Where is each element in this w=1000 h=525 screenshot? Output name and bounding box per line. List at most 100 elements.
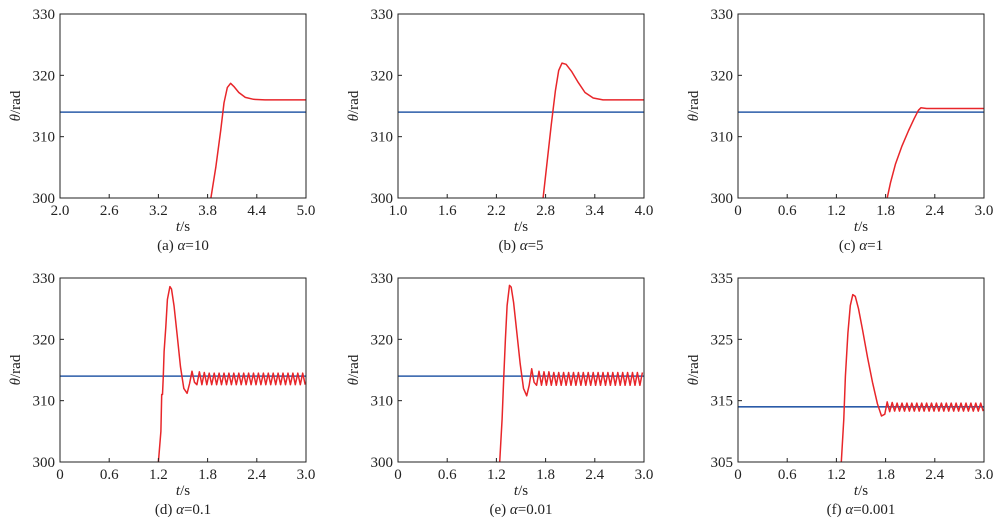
x-tick-label: 0	[734, 203, 742, 219]
y-axis-variable: θ	[346, 377, 362, 385]
x-tick-label: 0.6	[100, 467, 119, 483]
x-tick-label: 3.0	[975, 203, 994, 219]
panel-caption: (b) α=5	[498, 238, 543, 254]
x-tick-label: 1.8	[198, 467, 217, 483]
caption-value: =0.01	[518, 502, 553, 518]
caption-value: =5	[528, 238, 544, 254]
response-curve	[157, 285, 306, 462]
response-curve	[840, 293, 984, 462]
y-tick-label: 300	[711, 191, 734, 207]
panel-caption: (f) α=0.001	[827, 502, 896, 518]
plot-frame	[59, 13, 307, 199]
y-tick-label: 330	[371, 7, 394, 23]
response-curve	[886, 107, 984, 198]
plot-frame	[59, 277, 307, 463]
x-tick-label: 2.6	[100, 203, 119, 219]
y-axis-label: θ/rad	[8, 90, 24, 121]
x-tick-label: 1.2	[827, 203, 846, 219]
y-tick-label: 300	[33, 191, 56, 207]
caption-alpha: α	[520, 238, 529, 254]
x-axis-label: t/s	[854, 219, 868, 235]
x-axis-unit: /s	[518, 219, 528, 235]
x-tick-label: 0.6	[778, 203, 797, 219]
y-tick-label: 310	[711, 130, 734, 146]
x-tick-label: 3.0	[635, 467, 654, 483]
x-axis-variable: t	[854, 483, 859, 499]
x-axis-variable: t	[514, 219, 519, 235]
y-tick-label: 335	[711, 271, 734, 287]
plot-frame	[397, 277, 645, 463]
y-axis-variable: θ	[8, 113, 24, 121]
chart-panel: 0 0.6 1.2 1.8 2.4 3.0 300 310 320 330 t/s θ/rad (d) …	[8, 271, 315, 518]
y-tick-label: 305	[711, 455, 734, 471]
y-axis-unit: /rad	[8, 354, 24, 378]
y-axis-label: θ/rad	[686, 90, 702, 121]
x-tick-label: 1.0	[389, 203, 408, 219]
chart-panel: 0 0.6 1.2 1.8 2.4 3.0 300 310 320 330 t/s θ/rad (e) …	[346, 271, 653, 518]
x-tick-label: 0.6	[778, 467, 797, 483]
x-tick-label: 0	[394, 467, 402, 483]
caption-alpha: α	[859, 238, 868, 254]
caption-prefix: (d)	[155, 502, 176, 518]
caption-prefix: (b)	[498, 238, 519, 254]
y-tick-label: 330	[711, 7, 734, 23]
caption-value: =10	[185, 238, 208, 254]
x-axis-unit: /s	[180, 483, 190, 499]
y-tick-label: 310	[371, 394, 394, 410]
y-tick-label: 325	[711, 332, 734, 348]
y-tick-label: 310	[33, 394, 56, 410]
y-tick-label: 320	[371, 332, 394, 348]
plot-frame	[397, 13, 645, 199]
y-axis-unit: /rad	[346, 354, 362, 378]
x-tick-label: 1.2	[487, 467, 506, 483]
caption-alpha: α	[845, 502, 854, 518]
x-axis-label: t/s	[176, 219, 190, 235]
x-tick-label: 2.8	[536, 203, 555, 219]
caption-alpha: α	[178, 238, 187, 254]
x-tick-label: 1.2	[149, 467, 168, 483]
x-tick-label: 1.6	[438, 203, 457, 219]
x-axis-label: t/s	[176, 483, 190, 499]
x-tick-label: 1.8	[536, 467, 555, 483]
panel-caption: (c) α=1	[839, 238, 883, 254]
y-axis-variable: θ	[346, 113, 362, 121]
y-axis-unit: /rad	[686, 354, 702, 378]
x-axis-variable: t	[176, 219, 181, 235]
panel-caption: (d) α=0.1	[155, 502, 211, 518]
y-tick-label: 330	[33, 7, 56, 23]
caption-value: =1	[867, 238, 883, 254]
y-axis-label: θ/rad	[8, 354, 24, 385]
x-tick-label: 2.4	[247, 467, 266, 483]
plot-frame	[737, 277, 985, 463]
y-axis-label: θ/rad	[346, 90, 362, 121]
x-tick-label: 3.8	[198, 203, 217, 219]
x-axis-label: t/s	[514, 483, 528, 499]
caption-alpha: α	[176, 502, 185, 518]
y-axis-variable: θ	[686, 377, 702, 385]
x-tick-label: 2.2	[487, 203, 506, 219]
y-axis-unit: /rad	[346, 90, 362, 114]
x-tick-label: 0	[56, 467, 64, 483]
x-axis-label: t/s	[854, 483, 868, 499]
caption-prefix: (e)	[490, 502, 510, 518]
y-tick-label: 320	[371, 68, 394, 84]
x-axis-unit: /s	[858, 219, 868, 235]
caption-prefix: (a)	[157, 238, 177, 254]
y-tick-label: 320	[33, 68, 56, 84]
caption-alpha: α	[510, 502, 519, 518]
x-tick-label: 1.8	[876, 203, 895, 219]
x-axis-variable: t	[514, 483, 519, 499]
chart-panel: 2.0 2.6 3.2 3.8 4.4 5.0 300 310 320 330 t/s θ/rad (a…	[8, 7, 315, 254]
x-axis-variable: t	[854, 219, 859, 235]
x-tick-label: 2.4	[925, 203, 944, 219]
y-tick-label: 320	[711, 68, 734, 84]
y-axis-unit: /rad	[8, 90, 24, 114]
response-curve	[498, 284, 644, 462]
y-axis-label: θ/rad	[686, 354, 702, 385]
caption-value: =0.001	[853, 502, 895, 518]
x-tick-label: 3.2	[149, 203, 168, 219]
x-axis-unit: /s	[180, 219, 190, 235]
caption-prefix: (c)	[839, 238, 859, 254]
x-tick-label: 0.6	[438, 467, 457, 483]
